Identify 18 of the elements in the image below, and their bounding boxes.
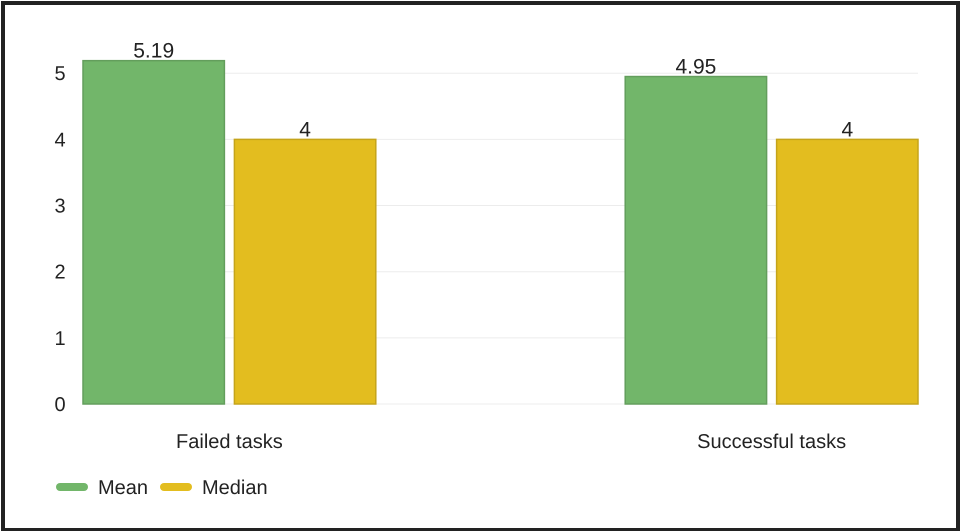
data-label: 5.19	[133, 40, 174, 63]
x-tick-label: Successful tasks	[697, 431, 846, 453]
legend-label: Mean	[98, 477, 148, 499]
y-tick-label: 4	[54, 129, 66, 152]
bar	[234, 138, 377, 405]
x-tick-label: Failed tasks	[176, 431, 283, 453]
bar	[624, 76, 768, 405]
y-tick-label: 0	[54, 394, 66, 416]
data-label: 4	[299, 118, 312, 142]
y-tick-label: 5	[54, 63, 66, 86]
y-tick-label: 1	[54, 328, 66, 350]
data-label: 4.95	[675, 56, 716, 79]
y-tick-label: 3	[54, 196, 66, 218]
bar	[776, 138, 919, 405]
data-label: 4	[841, 118, 854, 142]
bar	[82, 60, 226, 405]
y-tick-label: 2	[54, 262, 66, 284]
legend-label: Median	[202, 477, 268, 499]
